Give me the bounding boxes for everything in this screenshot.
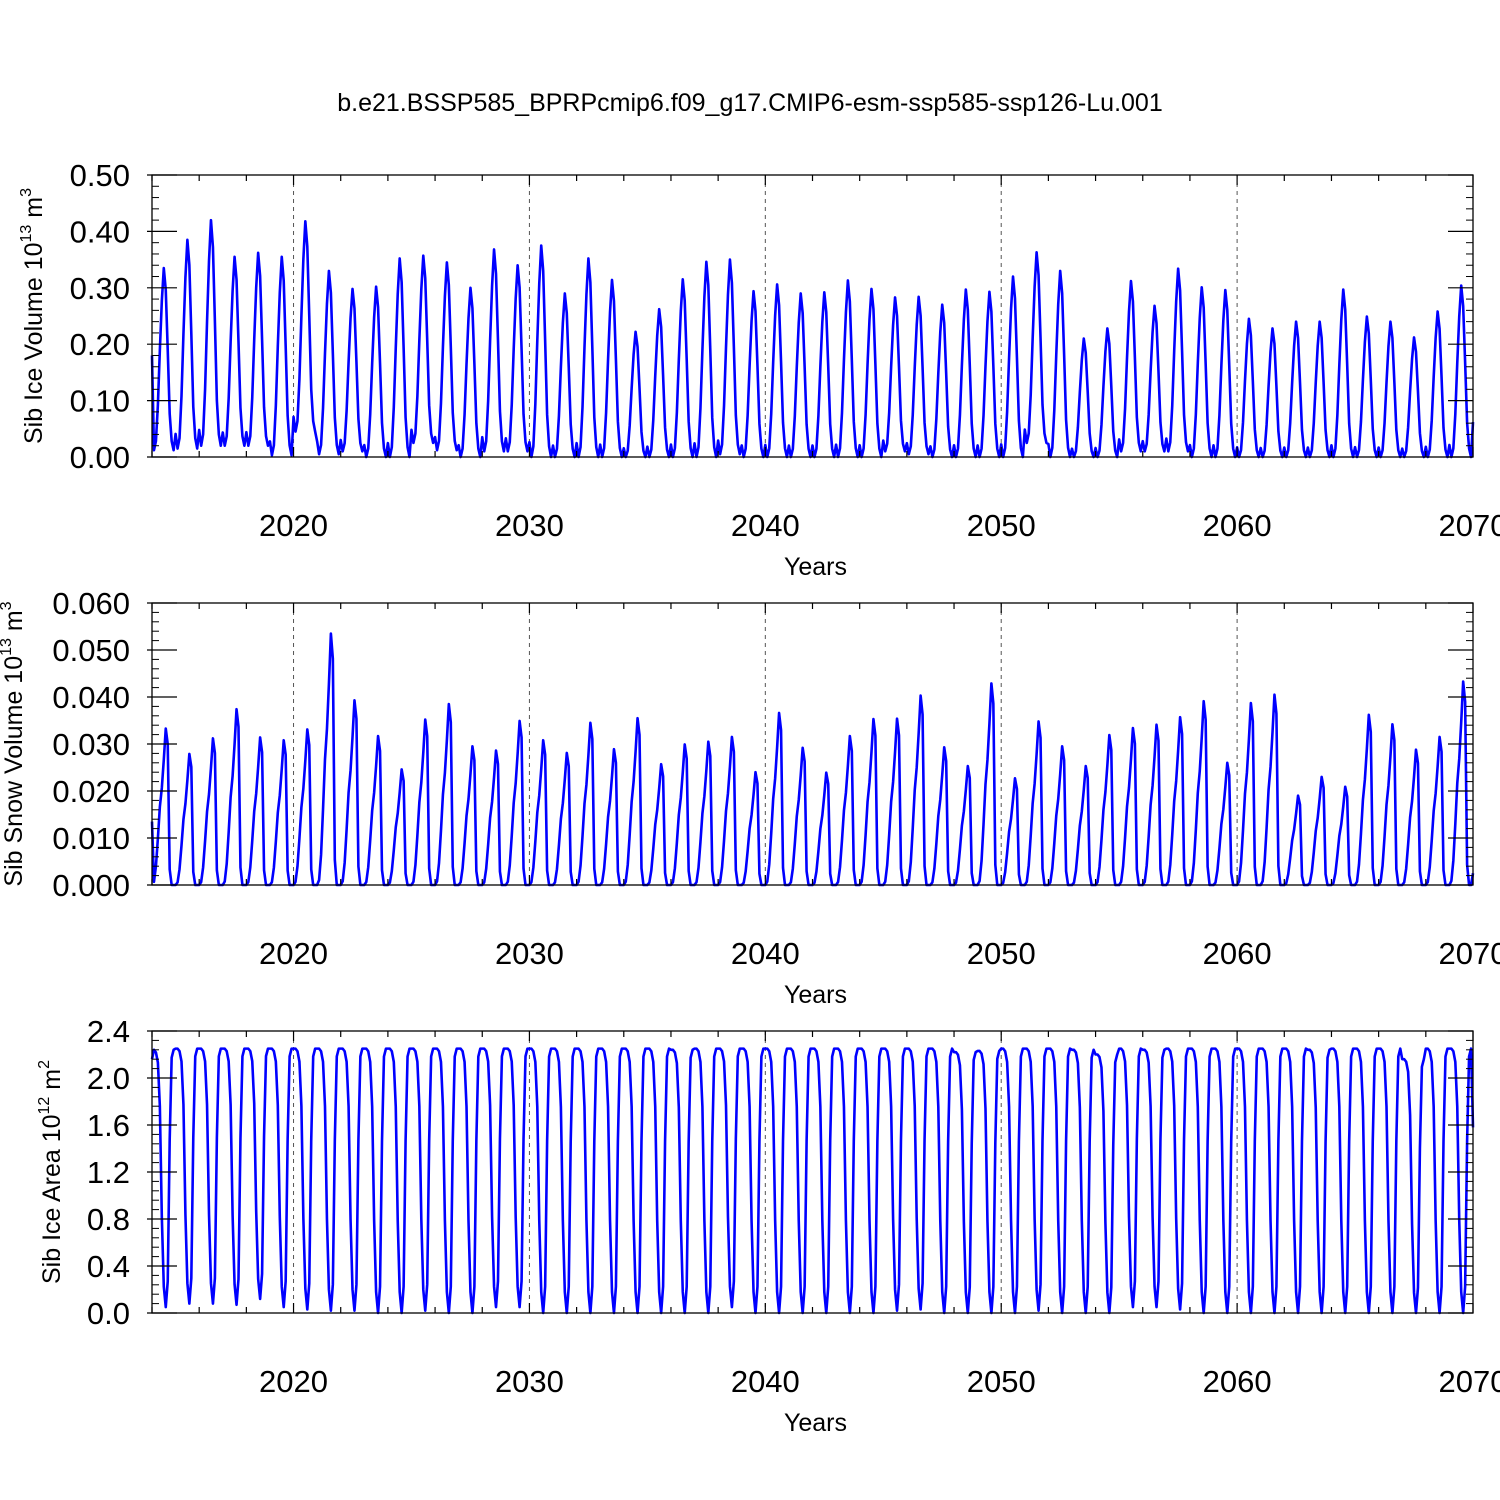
x-tick-label: 2060 [1203, 1364, 1272, 1399]
y-tick-label: 0.000 [52, 868, 130, 903]
y-axis-title-exponent: 13 [0, 638, 15, 656]
y-tick-label: 0.030 [52, 727, 130, 762]
x-tick-label: 2070 [1439, 1364, 1500, 1399]
x-tick-label: 2070 [1439, 508, 1500, 543]
y-axis-title: Sib Ice Area 1012 m2 [36, 1060, 66, 1284]
y-tick-label: 2.0 [87, 1061, 130, 1096]
y-axis-title-unit-exponent: 3 [18, 188, 35, 197]
y-axis-title-unit: m [20, 197, 48, 225]
x-axis-title: Years [784, 553, 847, 581]
x-tick-label: 2020 [259, 508, 328, 543]
y-axis-title-text: Sib Ice Volume 10 [20, 242, 48, 444]
x-tick-label: 2060 [1203, 936, 1272, 971]
y-axis-title-unit-exponent: 3 [0, 601, 15, 610]
y-axis-title: Sib Snow Volume 1013 m3 [0, 601, 28, 886]
y-axis-title-unit-exponent: 2 [36, 1060, 53, 1069]
y-axis-title: Sib Ice Volume 1013 m3 [18, 188, 48, 444]
y-tick-label: 0.20 [70, 327, 130, 362]
x-axis-title: Years [784, 1409, 847, 1437]
y-tick-label: 1.6 [87, 1108, 130, 1143]
x-tick-label: 2030 [495, 508, 564, 543]
y-tick-label: 0.010 [52, 821, 130, 856]
y-tick-label: 0.4 [87, 1249, 130, 1284]
y-axis-title-exponent: 12 [36, 1097, 53, 1115]
x-tick-label: 2050 [967, 936, 1036, 971]
x-axis-title: Years [784, 981, 847, 1009]
y-tick-label: 0.8 [87, 1202, 130, 1237]
series-line [150, 1047, 1475, 1315]
x-tick-label: 2040 [731, 508, 800, 543]
x-tick-label: 2020 [259, 936, 328, 971]
y-tick-label: 0.40 [70, 214, 130, 249]
x-tick-label: 2040 [731, 1364, 800, 1399]
y-tick-label: 0.00 [70, 440, 130, 475]
x-tick-label: 2030 [495, 1364, 564, 1399]
x-tick-label: 2050 [967, 1364, 1036, 1399]
chart-panel: 2020 2030 2040 2050 2060 2070 0.00 0.10 0.20 0.30… [18, 158, 1500, 581]
x-tick-label: 2020 [259, 1364, 328, 1399]
y-tick-label: 0.050 [52, 633, 130, 668]
panels-container: 2020 2030 2040 2050 2060 2070 0.00 0.10 0.20 0.30… [0, 158, 1500, 1437]
y-tick-label: 0.50 [70, 158, 130, 193]
y-tick-label: 1.2 [87, 1155, 130, 1190]
x-tick-label: 2050 [967, 508, 1036, 543]
x-tick-label: 2070 [1439, 936, 1500, 971]
x-tick-label: 2030 [495, 936, 564, 971]
y-tick-label: 2.4 [87, 1014, 130, 1049]
y-axis-title-exponent: 13 [18, 225, 35, 243]
figure-title: b.e21.BSSP585_BPRPcmip6.f09_g17.CMIP6-es… [337, 89, 1162, 117]
y-tick-label: 0.040 [52, 680, 130, 715]
y-tick-label: 0.30 [70, 271, 130, 306]
chart-panel: 2020 2030 2040 2050 2060 2070 0.000 0.010 0.020 0… [0, 586, 1500, 1009]
y-tick-label: 0.060 [52, 586, 130, 621]
y-axis-title-text: Sib Snow Volume 10 [0, 656, 28, 887]
y-tick-label: 0.10 [70, 384, 130, 419]
x-tick-label: 2040 [731, 936, 800, 971]
series-line [150, 218, 1475, 459]
y-axis-title-unit: m [38, 1069, 66, 1097]
chart-panel: 2020 2030 2040 2050 2060 2070 0.0 0.4 0.8 1.2 1.6 2… [36, 1014, 1500, 1437]
x-tick-label: 2060 [1203, 508, 1272, 543]
y-tick-label: 0.020 [52, 774, 130, 809]
y-axis-title-unit: m [0, 610, 28, 638]
y-tick-label: 0.0 [87, 1296, 130, 1331]
y-axis-title-text: Sib Ice Area 10 [38, 1114, 66, 1284]
